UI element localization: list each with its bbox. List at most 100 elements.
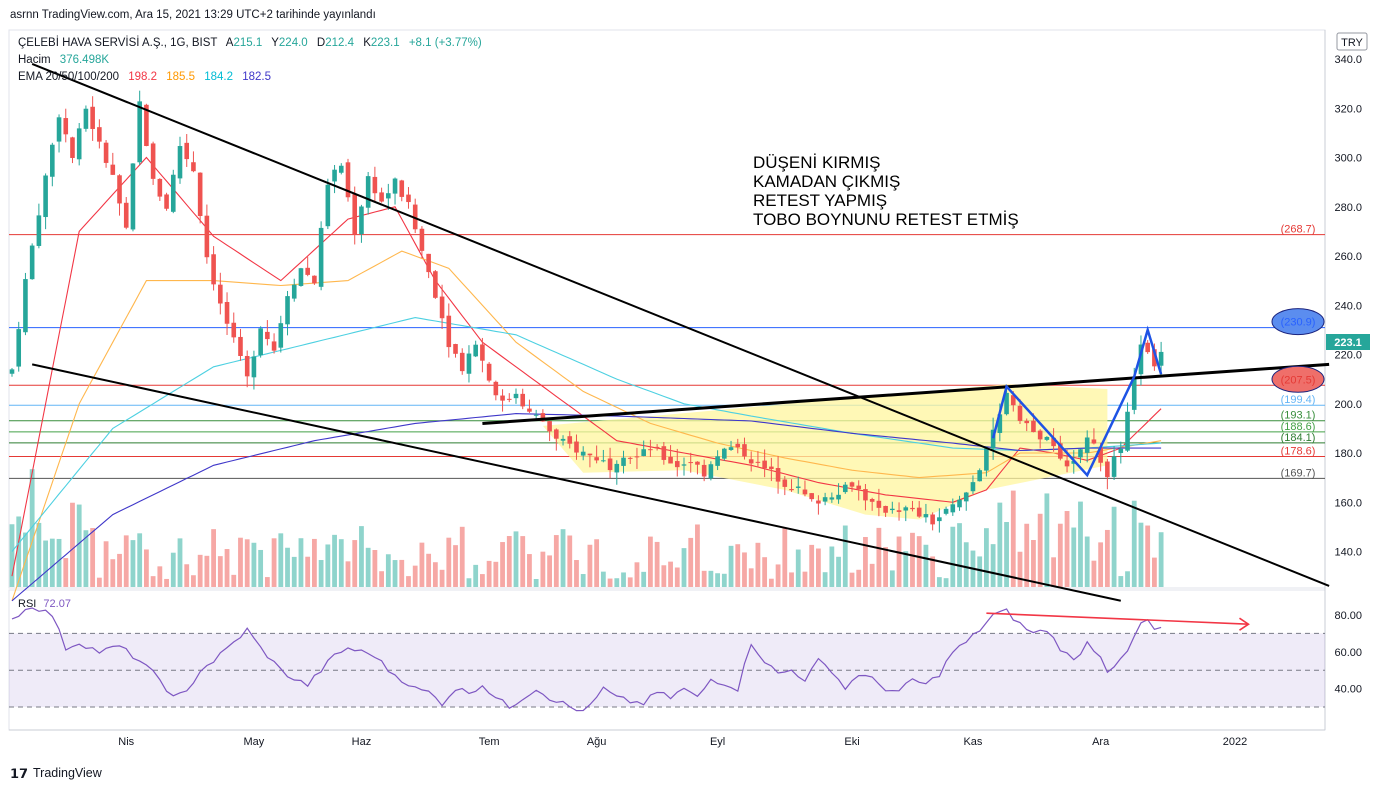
- candle-body: [890, 508, 895, 511]
- volume-bar: [1145, 525, 1151, 587]
- volume-bar: [76, 504, 82, 587]
- candle-body: [1078, 449, 1083, 458]
- volume-bar: [1051, 557, 1056, 587]
- rsi-tick: 40.00: [1334, 684, 1362, 696]
- level-label: (188.6): [1281, 421, 1316, 433]
- svg-text:Hacim 376.498K: Hacim 376.498K: [18, 54, 109, 66]
- currency-box[interactable]: [1336, 32, 1368, 51]
- candle-body: [419, 228, 425, 251]
- ema-label: EMA 20/50/100/200: [18, 71, 119, 83]
- volume-bar: [446, 537, 452, 587]
- volume-bar: [715, 573, 720, 587]
- volume-bar: [90, 528, 96, 587]
- candle-body: [1031, 420, 1036, 433]
- volume-bar: [742, 552, 747, 587]
- volume-bar: [365, 547, 371, 587]
- candle-body: [641, 449, 646, 457]
- volume-bar: [634, 562, 640, 587]
- brand-name: TradingView: [33, 766, 103, 780]
- ema20-value: 198.2: [128, 71, 157, 83]
- volume-bar: [869, 563, 875, 587]
- candle-body: [372, 176, 378, 194]
- candle-body: [540, 413, 546, 422]
- volume-bar: [1031, 540, 1036, 587]
- price-tick: 260.0: [1334, 251, 1362, 263]
- annotation-text: DÜŞENİ KIRMIŞ KAMADAN ÇIKMIŞ RETEST YAPM…: [753, 153, 1019, 229]
- candle-body: [1010, 395, 1016, 406]
- candle-body: [197, 172, 203, 216]
- volume-bar: [16, 516, 22, 587]
- volume-bar: [372, 549, 378, 587]
- candle-body: [332, 169, 337, 182]
- volume-bar: [829, 546, 835, 587]
- candle-body: [963, 492, 969, 502]
- candle-body: [1064, 460, 1070, 467]
- volume-bar: [876, 527, 882, 587]
- candle-body: [997, 414, 1003, 433]
- price-tick: 240.0: [1334, 300, 1362, 312]
- candle-body: [829, 497, 835, 500]
- candle-body: [795, 486, 801, 488]
- candle-body: [621, 457, 626, 466]
- candle-body: [365, 176, 371, 208]
- candle-body: [392, 178, 398, 194]
- candle-body: [117, 175, 122, 204]
- candle-body: [574, 441, 579, 453]
- candle-body: [412, 204, 418, 230]
- candle-body: [742, 444, 747, 457]
- candle-body: [345, 162, 351, 198]
- candle-body: [265, 331, 270, 340]
- candle-body: [244, 355, 250, 377]
- candle-body: [856, 485, 862, 490]
- volume-bar: [392, 560, 398, 587]
- volume-bar: [204, 555, 210, 587]
- volume-bar: [923, 544, 929, 587]
- time-tick: Tem: [479, 736, 500, 748]
- publish-header: asrnn TradingView.com, Ara 15, 2021 13:2…: [10, 9, 376, 21]
- candle-body: [1145, 342, 1150, 353]
- volume-bar: [1057, 523, 1063, 587]
- candle-body: [842, 484, 848, 493]
- volume-bar: [768, 578, 774, 587]
- volume-bar: [984, 528, 989, 587]
- level-label: (193.1): [1281, 410, 1316, 422]
- candle-body: [493, 381, 499, 396]
- volume-bar: [957, 523, 962, 587]
- candle-body: [554, 429, 559, 439]
- tobo-pattern-area: [542, 384, 1108, 520]
- volume-bar: [197, 554, 203, 587]
- volume-bar: [607, 578, 613, 587]
- volume-bar: [9, 524, 15, 587]
- volume-bar: [459, 526, 465, 587]
- candle-body: [305, 267, 310, 275]
- candle-body: [278, 323, 284, 348]
- volume-bar: [1084, 536, 1090, 587]
- candle-body: [587, 453, 593, 456]
- candle-body: [822, 497, 828, 502]
- candle-body: [547, 421, 552, 432]
- volume-bar: [822, 572, 828, 587]
- candle-body: [352, 194, 358, 235]
- candle-body: [1044, 436, 1050, 440]
- candle-body: [715, 456, 720, 466]
- volume-bar: [580, 574, 586, 587]
- volume-bar: [184, 564, 190, 587]
- symbol-name[interactable]: ÇELEBİ HAVA SERVİSİ A.Ş., 1G, BIST: [18, 36, 217, 49]
- volume-bar: [43, 540, 48, 587]
- volume-bar: [332, 534, 337, 587]
- volume-bar: [755, 542, 761, 587]
- candles: [9, 90, 1164, 533]
- candle-body: [903, 507, 909, 511]
- candle-body: [930, 514, 935, 525]
- volume-bar: [506, 536, 512, 587]
- candle-body: [809, 493, 814, 500]
- candle-body: [735, 443, 741, 448]
- volume-bar: [123, 535, 129, 587]
- candle-body: [103, 142, 109, 163]
- ohlc-high-key: Y: [271, 37, 279, 49]
- candle-body: [1058, 443, 1063, 459]
- time-tick: Ağu: [587, 736, 607, 748]
- level-badge: [1271, 365, 1325, 393]
- trend-line: [31, 62, 1330, 587]
- rsi-divergence-arrow: [986, 612, 1250, 631]
